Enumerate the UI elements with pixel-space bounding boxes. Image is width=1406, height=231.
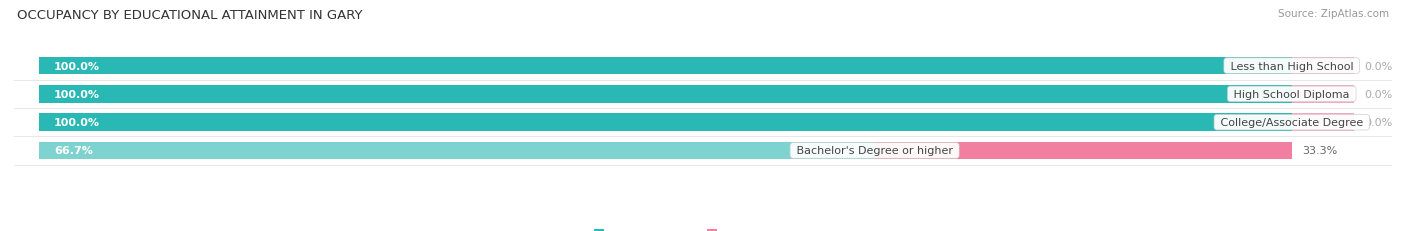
Bar (39, 114, 1292, 131)
Text: 33.3%: 33.3% (1302, 146, 1337, 156)
Text: 0.0%: 0.0% (1364, 118, 1392, 128)
Legend: Owner-occupied, Renter-occupied: Owner-occupied, Renter-occupied (589, 225, 817, 231)
Bar (39, 58, 1292, 75)
Text: 100.0%: 100.0% (55, 118, 100, 128)
Bar (1292, 86, 1354, 103)
Bar (39, 58, 1292, 75)
Text: Source: ZipAtlas.com: Source: ZipAtlas.com (1278, 9, 1389, 19)
Bar (39, 86, 1292, 103)
Text: High School Diploma: High School Diploma (1230, 89, 1353, 100)
Text: Bachelor's Degree or higher: Bachelor's Degree or higher (793, 146, 956, 156)
Text: 100.0%: 100.0% (55, 89, 100, 100)
Text: 0.0%: 0.0% (1364, 61, 1392, 71)
Bar (1292, 114, 1354, 131)
Text: Less than High School: Less than High School (1226, 61, 1357, 71)
Bar (875, 142, 1292, 160)
Bar (1292, 58, 1354, 75)
Bar (39, 86, 1292, 103)
Text: 0.0%: 0.0% (1364, 89, 1392, 100)
Bar (39, 114, 1292, 131)
Bar (39, 142, 875, 160)
Text: 100.0%: 100.0% (55, 61, 100, 71)
Bar (39, 142, 1292, 160)
Text: 66.7%: 66.7% (55, 146, 93, 156)
Text: OCCUPANCY BY EDUCATIONAL ATTAINMENT IN GARY: OCCUPANCY BY EDUCATIONAL ATTAINMENT IN G… (17, 9, 363, 22)
Text: College/Associate Degree: College/Associate Degree (1216, 118, 1367, 128)
